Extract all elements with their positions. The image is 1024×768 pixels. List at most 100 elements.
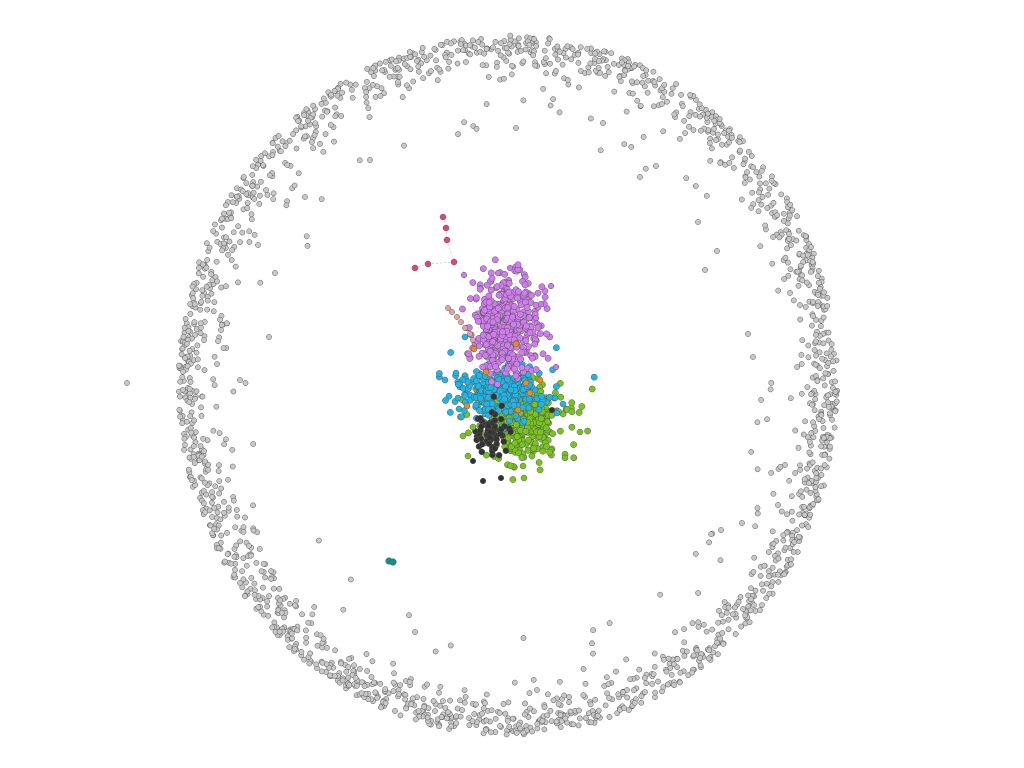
graph-node-peripheral-isolates <box>264 598 271 605</box>
graph-node-peripheral-isolates <box>401 142 407 149</box>
graph-node-peripheral-isolates <box>269 152 276 159</box>
graph-node-peripheral-isolates <box>349 94 356 101</box>
graph-node-peripheral-isolates <box>295 170 302 177</box>
graph-node-peripheral-isolates <box>307 650 314 657</box>
graph-node-peripheral-isolates <box>318 668 325 675</box>
graph-node-purple-cluster <box>534 289 542 297</box>
graph-node-peripheral-isolates <box>240 174 247 180</box>
graph-node-peripheral-isolates <box>190 454 197 460</box>
graph-node-peripheral-isolates <box>567 708 574 715</box>
graph-node-peripheral-isolates <box>215 468 222 474</box>
graph-node-peripheral-isolates <box>470 37 476 44</box>
graph-node-peripheral-isolates <box>520 635 527 641</box>
graph-node-peripheral-isolates <box>274 143 281 150</box>
graph-node-peripheral-isolates <box>198 412 205 419</box>
graph-node-peripheral-isolates <box>460 47 466 53</box>
graph-node-peripheral-isolates <box>214 278 220 285</box>
graph-node-peripheral-isolates <box>249 163 256 170</box>
graph-node-peripheral-isolates <box>219 215 225 222</box>
graph-node-purple-cluster <box>509 313 516 321</box>
graph-node-peripheral-isolates <box>737 147 743 154</box>
graph-node-green-cluster <box>513 433 521 441</box>
graph-node-peripheral-isolates <box>752 523 759 530</box>
graph-node-peripheral-isolates <box>320 148 327 155</box>
graph-node-peripheral-isolates <box>748 449 755 455</box>
graph-node-peripheral-isolates <box>270 190 277 197</box>
graph-node-peripheral-isolates <box>719 141 725 148</box>
graph-node-peripheral-isolates <box>732 631 739 637</box>
graph-node-peripheral-isolates <box>382 686 389 692</box>
graph-node-peripheral-isolates <box>644 89 651 96</box>
graph-node-purple-cluster <box>498 356 506 364</box>
graph-node-peripheral-isolates <box>683 175 690 181</box>
graph-node-peripheral-isolates <box>298 123 304 130</box>
graph-node-peripheral-isolates <box>816 349 823 356</box>
graph-node-peripheral-isolates <box>592 696 599 703</box>
graph-node-peripheral-isolates <box>798 488 804 495</box>
graph-node-peripheral-isolates <box>237 580 243 586</box>
graph-node-peripheral-isolates <box>569 46 576 52</box>
graph-node-peripheral-isolates <box>221 441 227 448</box>
graph-node-peripheral-isolates <box>798 361 805 367</box>
graph-node-green-cluster <box>507 462 515 470</box>
graph-node-pink-chain <box>424 260 432 268</box>
graph-node-peripheral-isolates <box>212 221 218 228</box>
graph-node-peripheral-isolates <box>637 174 643 180</box>
graph-node-black-cluster <box>497 415 505 423</box>
graph-node-peripheral-isolates <box>272 270 278 276</box>
graph-node-peripheral-isolates <box>650 103 657 110</box>
graph-node-peripheral-isolates <box>681 626 687 632</box>
graph-node-peripheral-isolates <box>216 490 223 497</box>
graph-node-green-cluster <box>522 427 530 435</box>
graph-node-peripheral-isolates <box>471 44 478 51</box>
graph-node-green-cluster <box>578 403 586 410</box>
graph-node-peripheral-isolates <box>496 710 503 716</box>
graph-node-peripheral-isolates <box>717 635 724 642</box>
graph-node-peripheral-isolates <box>506 723 513 730</box>
graph-node-peripheral-isolates <box>810 419 816 426</box>
graph-node-peripheral-isolates <box>592 50 599 57</box>
graph-node-peripheral-isolates <box>642 165 649 172</box>
graph-node-peripheral-isolates <box>186 399 193 405</box>
graph-node-peripheral-isolates <box>473 125 480 132</box>
graph-node-peripheral-isolates <box>217 316 223 323</box>
graph-node-green-cluster <box>459 432 467 440</box>
graph-node-peripheral-isolates <box>225 504 232 511</box>
graph-node-peripheral-isolates <box>823 350 830 357</box>
graph-node-purple-cluster <box>532 314 540 322</box>
graph-node-peripheral-isolates <box>758 397 764 403</box>
graph-node-peripheral-isolates <box>304 243 311 249</box>
graph-node-peripheral-isolates <box>660 684 667 691</box>
graph-node-blue-cluster <box>552 344 560 352</box>
graph-node-peripheral-isolates <box>631 700 638 706</box>
graph-node-peripheral-isolates <box>240 576 247 583</box>
graph-node-black-cluster <box>500 438 508 445</box>
graph-node-peripheral-isolates <box>553 718 560 725</box>
graph-node-peripheral-isolates <box>448 52 455 58</box>
graph-node-peripheral-isolates <box>230 497 237 504</box>
graph-node-peripheral-isolates <box>211 525 218 532</box>
graph-node-peripheral-isolates <box>448 723 455 730</box>
graph-node-purple-cluster <box>469 279 477 286</box>
graph-node-peripheral-isolates <box>466 42 473 49</box>
graph-node-peripheral-isolates <box>224 551 231 557</box>
graph-node-green-cluster <box>530 445 538 452</box>
graph-node-peripheral-isolates <box>230 388 237 395</box>
graph-node-peripheral-isolates <box>424 714 431 721</box>
graph-node-peripheral-isolates <box>306 660 313 667</box>
graph-node-peripheral-isolates <box>407 53 414 60</box>
graph-node-peripheral-isolates <box>541 704 548 711</box>
graph-node-peripheral-isolates <box>210 427 217 434</box>
graph-node-peripheral-isolates <box>509 62 515 69</box>
graph-edge <box>505 313 580 413</box>
graph-node-peripheral-isolates <box>248 552 254 559</box>
graph-node-black-cluster <box>477 414 484 422</box>
graph-node-peripheral-isolates <box>825 404 832 410</box>
graph-node-peripheral-isolates <box>421 53 427 60</box>
graph-node-peripheral-isolates <box>585 69 592 76</box>
graph-node-green-cluster <box>557 393 565 401</box>
graph-node-peripheral-isolates <box>757 243 764 250</box>
graph-node-peripheral-isolates <box>319 659 326 666</box>
graph-node-peripheral-isolates <box>266 172 273 179</box>
graph-node-blue-cluster <box>452 369 460 377</box>
